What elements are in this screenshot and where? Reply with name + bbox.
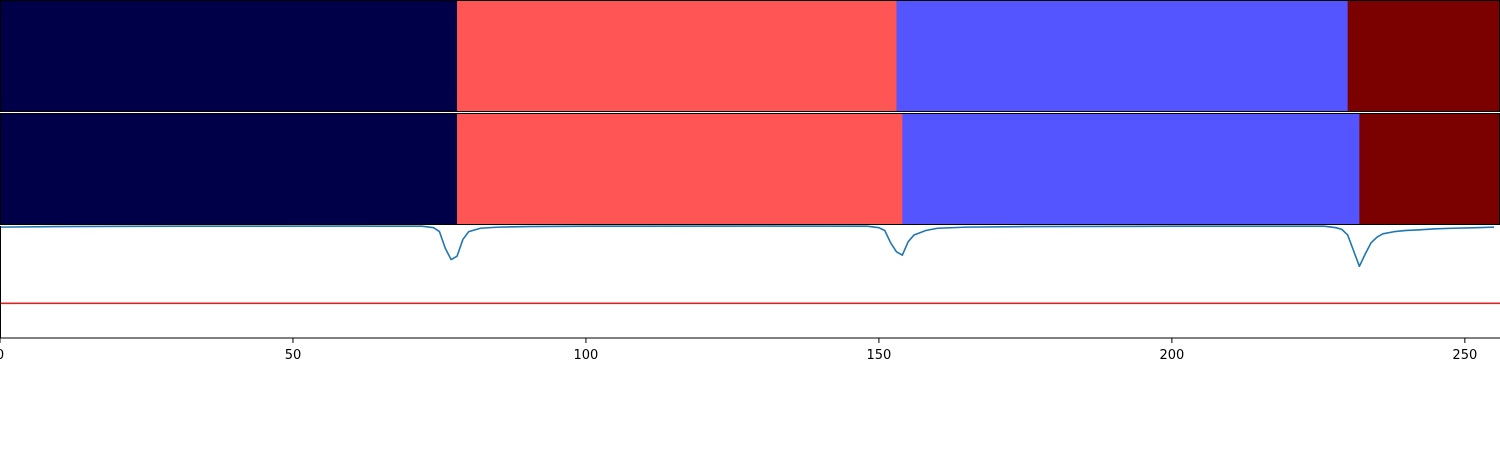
segment-2 xyxy=(457,0,897,112)
segment-1 xyxy=(0,113,458,225)
score-plot-area xyxy=(0,226,1500,338)
segment-1 xyxy=(0,0,458,112)
segment-3 xyxy=(896,0,1349,112)
x-tick-label-250: 250 xyxy=(1452,348,1477,363)
segmentation-track-1 xyxy=(0,0,1500,112)
x-tick-label-0: 0 xyxy=(0,348,4,363)
segment-4 xyxy=(1359,113,1500,225)
x-tick-label-200: 200 xyxy=(1159,348,1184,363)
x-tick-label-150: 150 xyxy=(866,348,891,363)
segment-3 xyxy=(902,113,1360,225)
segment-2 xyxy=(457,113,903,225)
segmentation-track-2 xyxy=(0,113,1500,225)
segment-4 xyxy=(1347,0,1500,112)
boundary-score-panel xyxy=(0,225,1500,339)
x-axis: 0 50 100 150 200 250 xyxy=(0,338,1477,363)
x-tick-label-100: 100 xyxy=(574,348,599,363)
score-series-1 xyxy=(0,225,1495,268)
x-tick-label-50: 50 xyxy=(285,348,302,363)
